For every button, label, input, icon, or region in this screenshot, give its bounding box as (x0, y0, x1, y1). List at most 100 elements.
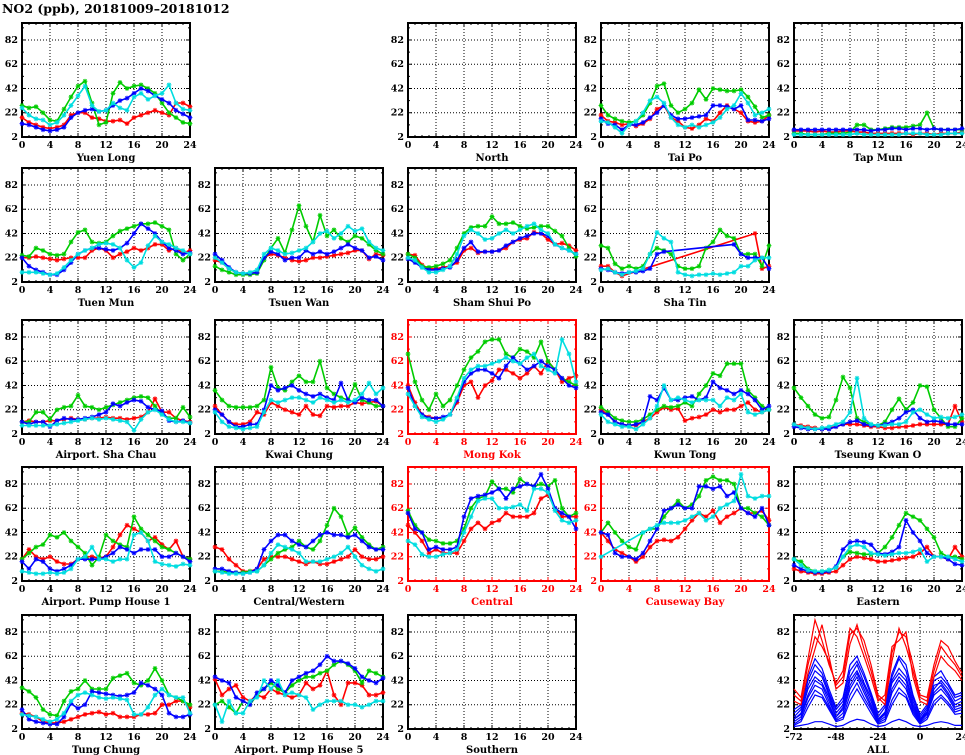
chart-title: Eastern (856, 597, 900, 608)
series-markers-blue (405, 471, 579, 552)
x-tick-label: 20 (734, 285, 748, 296)
series-line-blue (793, 518, 963, 574)
x-tick-label: 4 (47, 437, 54, 448)
x-tick-label: 16 (127, 584, 141, 595)
y-tick-label: 2 (397, 429, 404, 440)
x-tick-label: 4 (47, 285, 54, 296)
y-tick-label: 22 (198, 552, 211, 563)
x-tick-label: 24 (762, 285, 776, 296)
y-tick-label: 42 (5, 675, 18, 686)
y-tick-label: 62 (391, 651, 404, 662)
series-markers-cyan (212, 380, 386, 432)
series-markers-green (212, 505, 386, 575)
series-markers-green (405, 476, 579, 546)
x-tick-label: 0 (598, 437, 605, 448)
chart-tseung-kwan-o: 22242628204812162024Tseung Kwan O (777, 319, 965, 461)
x-tick-label: 24 (955, 732, 965, 743)
x-tick-label: 4 (819, 140, 826, 151)
chart-title: Mong Kok (463, 450, 522, 461)
y-tick-label: 22 (5, 108, 18, 119)
y-tick-label: 42 (5, 228, 18, 239)
x-tick-label: 12 (292, 437, 305, 448)
x-tick-label: 16 (320, 285, 334, 296)
x-tick-label: 24 (183, 732, 197, 743)
y-tick-label: 42 (584, 527, 597, 538)
x-tick-label: 0 (19, 140, 26, 151)
x-tick-label: 24 (569, 584, 583, 595)
x-tick-label: 4 (819, 584, 826, 595)
x-tick-label: 12 (871, 437, 884, 448)
series-markers-cyan (791, 375, 965, 432)
x-tick-label: 24 (183, 584, 197, 595)
x-tick-label: 20 (348, 584, 362, 595)
x-tick-label: 0 (405, 140, 412, 151)
y-tick-label: 82 (777, 35, 790, 46)
y-tick-label: 2 (11, 277, 18, 288)
y-tick-label: 82 (391, 627, 404, 638)
x-tick-label: 0 (598, 140, 605, 151)
y-tick-label: 22 (5, 253, 18, 264)
x-tick-label: 8 (847, 437, 854, 448)
series-markers-blue (598, 103, 772, 133)
y-tick-label: 2 (783, 132, 790, 143)
x-tick-label: 4 (626, 437, 633, 448)
x-tick-label: 0 (405, 732, 412, 743)
series-line-red (793, 627, 963, 703)
chart-title: Tap Mun (853, 153, 903, 164)
series-markers-cyan (19, 686, 193, 725)
y-tick-label: 22 (584, 552, 597, 563)
y-tick-label: 42 (391, 380, 404, 391)
y-tick-label: 62 (5, 651, 18, 662)
y-tick-label: 82 (777, 479, 790, 490)
x-tick-label: 20 (734, 140, 748, 151)
series-line-blue (793, 657, 963, 719)
x-tick-label: 4 (626, 285, 633, 296)
x-tick-label: 12 (485, 584, 498, 595)
y-tick-label: 82 (391, 35, 404, 46)
series-markers-cyan (19, 233, 193, 278)
x-tick-label: 12 (99, 584, 112, 595)
x-tick-label: 0 (598, 285, 605, 296)
x-tick-label: 0 (791, 140, 798, 151)
y-tick-label: 62 (5, 204, 18, 215)
y-tick-label: 22 (198, 405, 211, 416)
series-markers-cyan (405, 337, 579, 425)
x-tick-label: 24 (376, 285, 390, 296)
x-tick-label: 0 (212, 437, 219, 448)
chart-title: ALL (866, 745, 889, 755)
x-tick-label: 8 (268, 584, 275, 595)
y-tick-label: 2 (204, 429, 211, 440)
series-markers-cyan (598, 471, 772, 560)
x-tick-label: 4 (433, 437, 440, 448)
chart-title: Tung Chung (72, 745, 140, 755)
x-tick-label: 24 (183, 285, 197, 296)
series-markers-cyan (19, 82, 193, 128)
x-tick-label: 20 (541, 732, 555, 743)
y-tick-label: 82 (584, 479, 597, 490)
y-tick-label: 22 (198, 253, 211, 264)
y-tick-label: 2 (783, 576, 790, 587)
y-tick-label: 82 (198, 180, 211, 191)
series-markers-green (212, 358, 386, 410)
chart-title: Sham Shui Po (453, 298, 531, 309)
page-title: NO2 (ppb), 20181009–20181012 (2, 1, 230, 16)
series-markers-green (598, 227, 772, 272)
x-tick-label: 20 (155, 140, 169, 151)
x-tick-label: 4 (626, 584, 633, 595)
x-tick-label: 0 (791, 437, 798, 448)
x-tick-label: 20 (348, 285, 362, 296)
x-tick-label: 16 (127, 285, 141, 296)
y-tick-label: 2 (397, 132, 404, 143)
x-tick-label: 20 (348, 732, 362, 743)
y-tick-label: 22 (777, 700, 790, 711)
x-tick-label: 0 (598, 584, 605, 595)
chart-title: Causeway Bay (646, 597, 726, 608)
x-tick-label: 0 (19, 584, 26, 595)
y-tick-label: 22 (777, 108, 790, 119)
y-tick-label: 62 (584, 59, 597, 70)
series-line-red (600, 507, 770, 563)
y-tick-label: 2 (783, 429, 790, 440)
